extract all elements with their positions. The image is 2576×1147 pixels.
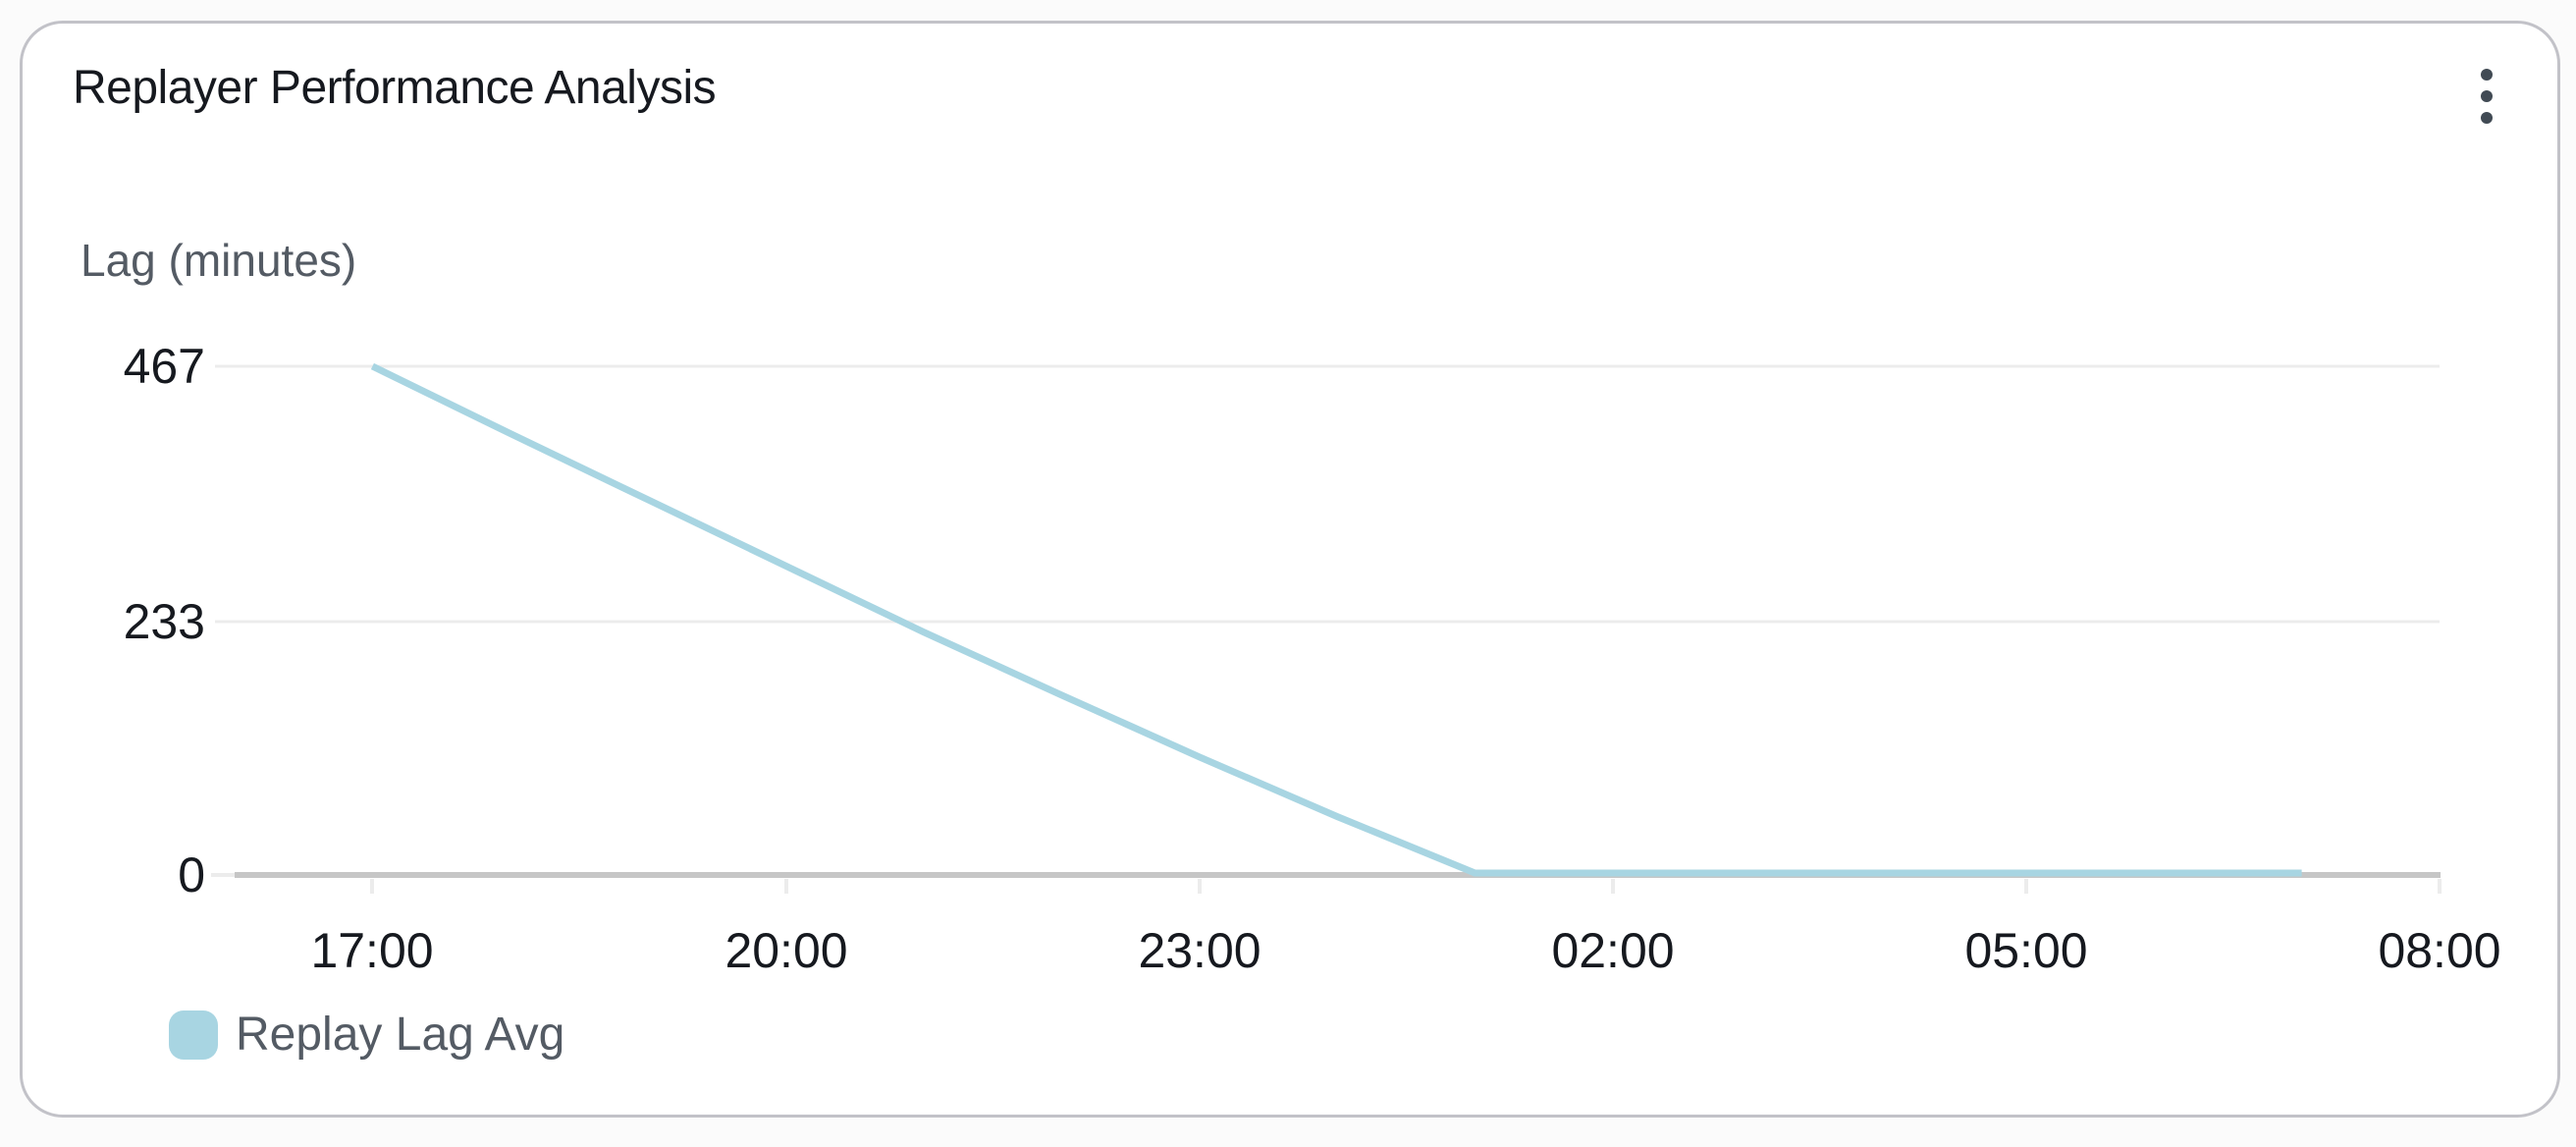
kebab-menu-icon — [2481, 69, 2493, 124]
x-tick-label: 20:00 — [724, 923, 847, 978]
y-tick-label: 233 — [124, 594, 205, 649]
legend-item[interactable]: Replay Lag Avg — [169, 1008, 564, 1062]
x-tick-label: 05:00 — [1964, 923, 2087, 978]
menu-dot — [2481, 90, 2493, 102]
series-line — [370, 362, 2302, 877]
menu-dot — [2481, 69, 2493, 81]
y-tick-label: 467 — [124, 339, 205, 394]
y-axis-label: Lag (minutes) — [80, 235, 357, 286]
x-tick-label: 02:00 — [1551, 923, 1674, 978]
x-tick-label: 08:00 — [2378, 923, 2500, 978]
legend-label: Replay Lag Avg — [236, 1009, 565, 1061]
chart-plot-area[interactable]: 467 233 0 17:00 20:00 23:00 02:00 05:00 08:00 — [23, 24, 2556, 1114]
chart-widget-card: Replayer Performance Analysis Lag (minut… — [20, 21, 2560, 1118]
menu-dot — [2481, 112, 2493, 124]
legend-swatch-icon — [169, 1010, 218, 1060]
x-tick-label: 17:00 — [310, 923, 433, 978]
widget-menu-button[interactable] — [2455, 51, 2518, 141]
widget-title: Replayer Performance Analysis — [73, 62, 717, 114]
y-tick-label: 0 — [178, 847, 205, 902]
x-tick-label: 23:00 — [1138, 923, 1261, 978]
